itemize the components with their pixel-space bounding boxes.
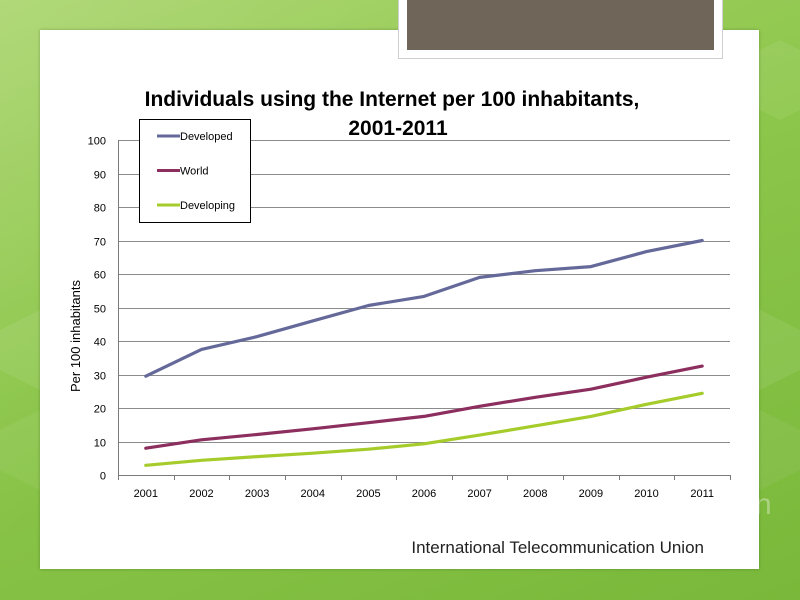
legend-label-developing: Developing bbox=[180, 200, 235, 212]
x-tick-label: 2011 bbox=[690, 488, 714, 500]
line-chart: 0 10 20 30 40 50 60 70 80 90 100 2001 2002 2003 2004 20… bbox=[68, 88, 731, 500]
legend-label-developed: Developed bbox=[180, 131, 233, 143]
header-decorative-block bbox=[398, 0, 723, 59]
series-layer bbox=[144, 238, 704, 467]
series-line-world bbox=[144, 364, 704, 450]
x-tick-label: 2006 bbox=[412, 488, 436, 500]
x-tick-label: 2010 bbox=[634, 488, 658, 500]
legend: Developed World Developing bbox=[139, 119, 251, 223]
x-tick-label: 2008 bbox=[523, 488, 547, 500]
y-axis-label: Per 100 inhabitants bbox=[68, 279, 83, 392]
x-tick-label: 2005 bbox=[356, 488, 380, 500]
y-tick-label: 70 bbox=[94, 237, 106, 249]
chart-title-line2: 2001-2011 bbox=[348, 117, 448, 140]
y-tick-label: 10 bbox=[94, 438, 106, 450]
x-tick-label: 2001 bbox=[134, 488, 158, 500]
y-tick-label: 30 bbox=[94, 371, 106, 383]
y-tick-label: 20 bbox=[94, 404, 106, 416]
x-tick-label: 2007 bbox=[467, 488, 491, 500]
y-tick-label: 0 bbox=[100, 471, 106, 483]
y-tick-label: 60 bbox=[94, 270, 106, 282]
series-line-developing bbox=[144, 391, 704, 467]
header-dark-fill bbox=[407, 0, 714, 50]
source-footer: International Telecommunication Union bbox=[411, 538, 704, 557]
series-line-developed bbox=[144, 238, 704, 378]
x-tick-label: 2002 bbox=[189, 488, 213, 500]
chart-title-line1: Individuals using the Internet per 100 i… bbox=[145, 88, 640, 111]
y-tick-label: 50 bbox=[94, 304, 106, 316]
x-tick-label: 2004 bbox=[300, 488, 324, 500]
background-partial-text: n bbox=[755, 488, 772, 521]
x-tick-label: 2003 bbox=[245, 488, 269, 500]
y-tick-label: 80 bbox=[94, 203, 106, 215]
x-tick-label: 2009 bbox=[579, 488, 603, 500]
legend-label-world: World bbox=[180, 166, 209, 178]
axis-layer: 0 10 20 30 40 50 60 70 80 90 100 2001 2002 2003 2004 20… bbox=[88, 136, 731, 500]
y-tick-label: 90 bbox=[94, 170, 106, 182]
y-tick-label: 100 bbox=[88, 136, 106, 148]
y-tick-label: 40 bbox=[94, 337, 106, 349]
